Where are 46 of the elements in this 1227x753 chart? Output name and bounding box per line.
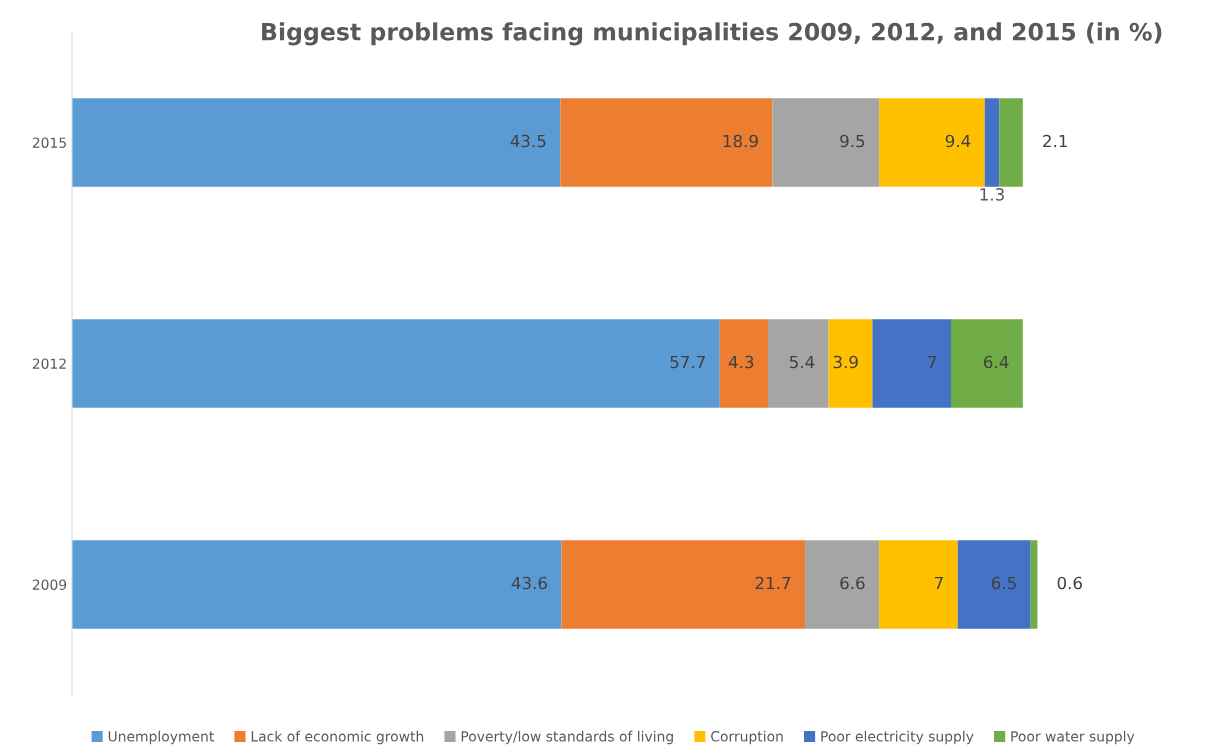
y-tick-label: 2015	[32, 137, 66, 148]
bar	[828, 319, 873, 408]
chart-title: Biggest problems facing municipalities 2009, 2012, and 2015 (in %)	[262, 22, 1162, 46]
data-label: 0.6	[1057, 576, 1082, 590]
legend-label: Poor electricity supply	[821, 730, 974, 745]
bar	[957, 540, 1031, 629]
data-label: 43.6	[511, 576, 547, 590]
bar	[805, 540, 880, 629]
legend-label: Corruption	[711, 730, 783, 745]
data-label: 6.6	[840, 576, 865, 590]
bar	[984, 98, 1000, 187]
data-label: 1.3	[980, 188, 1004, 201]
bar	[719, 319, 769, 408]
legend-label: Unemployment	[108, 730, 214, 745]
bar	[879, 540, 958, 629]
bar	[72, 540, 562, 629]
bar	[768, 319, 829, 408]
data-label: 21.7	[755, 576, 791, 590]
data-label: 18.9	[723, 134, 758, 148]
data-label: 4.3	[728, 355, 754, 369]
data-label: 7	[935, 576, 943, 590]
legend-label: Poor water supply	[1011, 730, 1135, 745]
y-tick-label: 2009	[32, 579, 67, 590]
bar	[772, 98, 880, 187]
bar	[72, 98, 561, 187]
data-label: 3.9	[833, 355, 858, 369]
y-tick-label: 2012	[32, 358, 66, 369]
bar	[879, 98, 985, 187]
legend-label: Poverty/low standards of living	[461, 730, 673, 745]
data-label: 43.5	[510, 134, 546, 148]
bar	[561, 540, 806, 629]
bar	[872, 319, 951, 408]
data-label: 57.7	[670, 355, 705, 369]
data-label: 6.4	[984, 355, 1009, 369]
data-label: 6.5	[991, 576, 1016, 590]
bar	[950, 319, 1023, 408]
bar	[999, 98, 1023, 187]
bar	[72, 319, 720, 408]
bar	[1030, 540, 1038, 629]
bar	[560, 98, 773, 187]
data-label: 7	[928, 355, 937, 369]
legend-label: Lack of economic growth	[251, 730, 424, 745]
data-label: 2.1	[1043, 134, 1067, 148]
data-label: 5.4	[789, 355, 815, 369]
data-label: 9.4	[945, 134, 971, 148]
data-label: 9.5	[840, 134, 865, 148]
